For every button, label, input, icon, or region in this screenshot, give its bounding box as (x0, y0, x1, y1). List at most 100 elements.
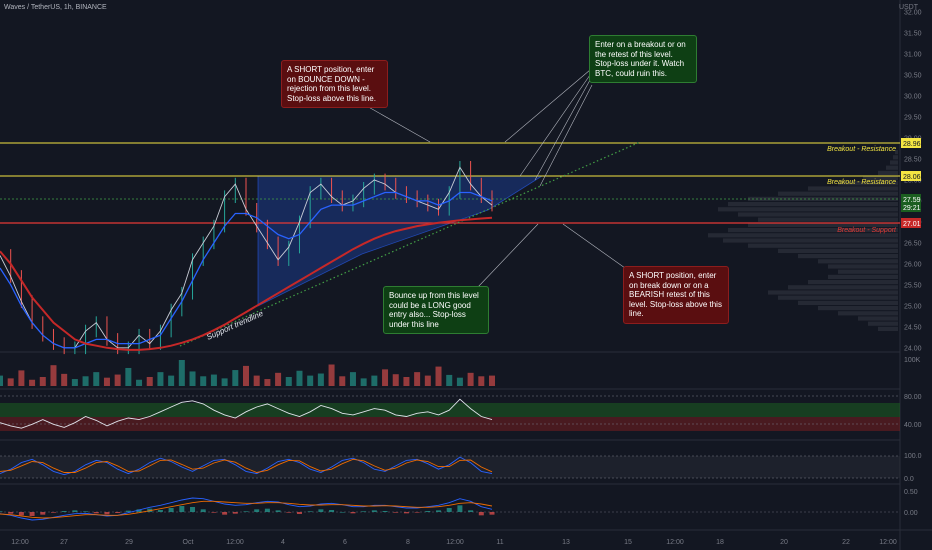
resistance-upper-label: Breakout - Resistance (827, 146, 896, 153)
macd-histogram-bar (115, 512, 121, 513)
macd-histogram-bar (489, 512, 495, 515)
rsi-axis-tick-low: 40.00 (904, 422, 922, 429)
macd-histogram-bar (414, 512, 420, 513)
annotation-short-breakdown[interactable]: A SHORT position, enter on break down or… (623, 266, 729, 324)
price-axis-tick: 31.00 (904, 51, 922, 58)
volume-bar (296, 370, 303, 386)
volume-profile-bar (828, 274, 898, 279)
volume-bar (382, 369, 389, 386)
rsi-line[interactable] (0, 398, 493, 429)
volume-profile-bar (878, 170, 898, 175)
volume-profile-bar (838, 269, 898, 274)
macd-histogram-bar (468, 510, 474, 512)
price-axis-tick: 29.50 (904, 114, 922, 121)
time-axis-tick: 12:00 (446, 539, 464, 546)
fast-moving-average-line[interactable] (0, 191, 493, 349)
symbol-title[interactable]: Waves / TetherUS, 1h, BINANCE (4, 4, 107, 11)
macd-histogram-bar (403, 512, 409, 514)
volume-profile-bar (838, 311, 898, 316)
price-tag-support: 27.01 (903, 221, 921, 228)
volume-profile-bar (728, 202, 898, 207)
volume-bar (71, 379, 78, 386)
macd-histogram-bar (446, 508, 452, 512)
annotation-short-rejection[interactable]: A SHORT position, enter on BOUNCE DOWN -… (281, 60, 388, 108)
volume-bar (0, 375, 3, 386)
stochastic-d-line[interactable] (0, 458, 493, 473)
macd-line[interactable] (0, 497, 493, 521)
price-tags: 28.96 28.06 27.59 29:21 27.01 (901, 138, 921, 228)
volume-bar (489, 375, 495, 386)
macd-histogram-bar (136, 509, 142, 512)
volume-bar (275, 372, 282, 386)
annotation-long-bounce[interactable]: Bounce up from this level could be a LON… (383, 286, 489, 334)
rsi-axis-tick-high: 80.00 (904, 394, 922, 401)
macd-histogram-bar (393, 512, 399, 513)
macd-histogram-bar (40, 512, 46, 515)
macd-histogram-bar (125, 510, 131, 512)
time-axis-tick: 12:00 (666, 539, 684, 546)
price-axis-tick: 32.00 (904, 10, 922, 17)
macd-histogram-bar (179, 506, 185, 512)
macd-histogram-bar (254, 509, 260, 512)
volume-profile-bar (798, 300, 898, 305)
macd-axis-tick-low: 0.00 (904, 510, 918, 517)
volume-bar (403, 376, 410, 386)
time-axis-tick: 12:00 (226, 539, 244, 546)
volume-bar (349, 372, 356, 386)
volume-profile-bar (748, 222, 898, 227)
volume-bar (125, 367, 132, 386)
macd-histogram-bar (457, 505, 463, 512)
time-axis-tick: 20 (780, 539, 788, 546)
time-axis-tick: 27 (60, 539, 68, 546)
volume-bar (285, 376, 292, 386)
volume-profile-bar (778, 191, 898, 196)
price-tag-resistance-upper: 28.96 (903, 141, 921, 148)
macd-histogram-bar (168, 508, 174, 512)
macd-axis-tick-high: 0.50 (904, 489, 918, 496)
time-axis[interactable]: 12:00 27 29 Oct 12:00 4 6 8 12:00 11 13 15 12:00 18 20… (11, 539, 897, 546)
volume-profile-bar (828, 264, 898, 269)
volume-bar (392, 374, 399, 386)
macd-histogram-bar (436, 510, 442, 512)
volume-profile-bar (748, 196, 898, 201)
volume-bar (435, 366, 442, 386)
macd-histogram-bar (361, 511, 367, 512)
macd-signal-line[interactable] (0, 500, 493, 519)
stoch-axis-tick-low: 0.0 (904, 476, 914, 483)
macd-histogram-bar (243, 511, 249, 512)
annotation-breakout-entry[interactable]: Enter on a breakout or on the retest of … (589, 35, 697, 83)
price-axis-tick: 26.00 (904, 261, 922, 268)
volume-profile-bar (738, 212, 898, 217)
stoch-axis-tick-high: 100.0 (904, 453, 922, 460)
slow-moving-average-line[interactable] (0, 216, 493, 351)
macd-histogram-bar (478, 512, 484, 516)
macd-histogram-bar (329, 510, 335, 512)
volume-profile-bar (890, 160, 898, 165)
volume-profile-bar (878, 326, 898, 331)
volume-profile-bar (808, 280, 898, 285)
time-axis-tick: 4 (281, 539, 285, 546)
volume-bar (103, 377, 110, 386)
annotation-connectors (364, 69, 626, 288)
time-axis-tick: 22 (842, 539, 850, 546)
time-axis-tick: 8 (406, 539, 410, 546)
macd-histogram-bar (307, 511, 313, 512)
stochastic-k-line[interactable] (0, 456, 493, 476)
quote-currency-label: USDT (898, 4, 918, 11)
volume-profile-bar (886, 165, 898, 170)
macd-histogram-bar (18, 512, 24, 516)
volume-profile-bar (818, 259, 898, 264)
volume-bar (82, 376, 89, 386)
macd-histogram-bar (157, 510, 163, 512)
volume-profile-bar (778, 295, 898, 300)
support-level-label: Breakout - Support (837, 227, 897, 234)
volume-profile-bar (788, 285, 898, 290)
volume-profile-bar (768, 290, 898, 295)
time-axis-tick: 18 (716, 539, 724, 546)
macd-histogram-bar (0, 511, 3, 512)
macd-histogram-bar (29, 512, 35, 516)
volume-bar (18, 370, 25, 386)
